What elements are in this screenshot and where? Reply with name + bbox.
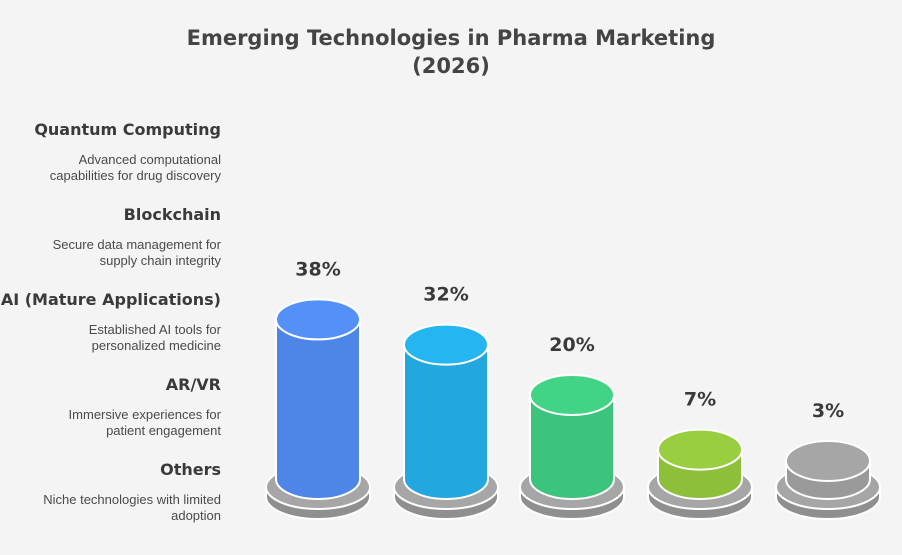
legend-name: Others [160, 460, 221, 479]
bar-1: 38% [265, 258, 371, 520]
bar-2: 32% [393, 284, 499, 520]
chart-title-line-1: Emerging Technologies in Pharma Marketin… [186, 26, 716, 50]
legend-name: AI (Mature Applications) [0, 290, 221, 309]
legend-item-others: Others Niche technologies with limited a… [0, 460, 221, 524]
bar-cylinder-body [275, 318, 361, 500]
legend-item-quantum-computing: Quantum Computing Advanced computational… [0, 120, 221, 184]
legend-item-ai-mature-applications: AI (Mature Applications) Established AI … [0, 290, 221, 354]
bar-5: 3% [775, 400, 881, 520]
legend-description-line: Immersive experiences for [68, 407, 221, 422]
bar-cylinder-top [529, 374, 615, 416]
legend-description-line: Secure data management for [52, 237, 221, 252]
bar-cylinder-body [529, 394, 615, 500]
legend-description-line: adoption [171, 508, 221, 523]
legend-description-line: Advanced computational [78, 152, 221, 167]
bar-cylinder-top [657, 428, 743, 471]
bar-value-label: 7% [684, 389, 716, 411]
legend-description-line: Established AI tools for [88, 322, 221, 337]
legend-name: Blockchain [123, 205, 221, 224]
legend-description-line: personalized medicine [91, 338, 221, 353]
bar-value-label: 20% [549, 334, 594, 356]
bar-value-label: 3% [812, 400, 844, 422]
legend-description: Immersive experiences for patient engage… [0, 407, 221, 439]
chart-title: Emerging Technologies in Pharma Marketin… [0, 24, 902, 80]
bar-value-label: 32% [423, 284, 468, 306]
legend-description-line: Niche technologies with limited [43, 492, 221, 507]
bar-cylinder-top [785, 440, 871, 482]
bar-cylinder-top [403, 323, 489, 366]
legend-item-ar-vr: AR/VR Immersive experiences for patient … [0, 375, 221, 439]
legend-description-line: supply chain integrity [99, 253, 221, 268]
bar-cylinder-body [403, 343, 489, 500]
chart-title-line-2: (2026) [412, 54, 490, 78]
bar-3: 20% [519, 334, 625, 520]
legend-description: Niche technologies with limited adoption [0, 492, 221, 524]
bar-value-label: 38% [295, 258, 340, 280]
legend-description-line: patient engagement [106, 423, 221, 438]
bar-4: 7% [647, 389, 753, 520]
legend-description: Advanced computational capabilities for … [0, 152, 221, 184]
legend-item-blockchain: Blockchain Secure data management for su… [0, 205, 221, 269]
legend-description-line: capabilities for drug discovery [49, 168, 221, 183]
legend-description: Secure data management for supply chain … [0, 237, 221, 269]
legend-name: AR/VR [165, 375, 221, 394]
bar-cylinder-top [275, 298, 361, 341]
legend-description: Established AI tools for personalized me… [0, 322, 221, 354]
legend-name: Quantum Computing [34, 120, 221, 139]
